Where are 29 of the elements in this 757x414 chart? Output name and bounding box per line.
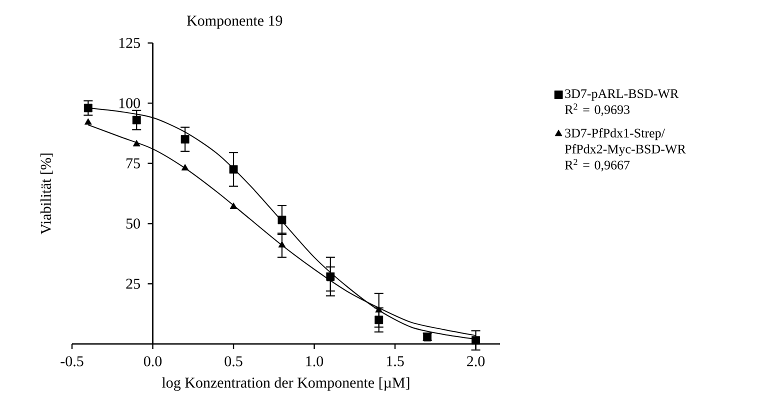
x-tick-label: 1.5 [386,356,404,366]
legend-label: 3D7-pARL-BSD-WR R$^{2}$ = 0,9693 [564,89,679,116]
point [229,165,238,174]
point [84,118,92,125]
x-tick-label: -0.5 [60,356,84,366]
point [181,164,189,170]
point [278,216,286,224]
y-tick-label: 75 [126,158,140,168]
x-tick-label: 2.0 [467,356,485,366]
y-axis-title: Viabilität [%] [40,154,53,234]
x-tick-label: 0.5 [224,356,242,366]
y-tick-label: 50 [126,218,140,229]
x-tick-label: 0.0 [144,356,162,366]
x-axis-title: log Konzentration der Komponente [µM] [162,377,410,391]
y-tick-label: 25 [126,278,140,289]
point [278,241,286,248]
point [374,316,384,324]
point [230,202,238,209]
point [375,306,383,312]
y-tick-label: 100 [119,98,140,108]
point [84,104,92,112]
point [472,336,480,345]
y-tick-label: 125 [119,38,140,48]
legend-label: 3D7-PfPdx1-Strep/ PfPdx2-Myc-BSD-WR R$^{2}$ = 0,9667 [564,128,686,172]
x-tick-label: 1.0 [306,356,324,366]
point [180,135,190,144]
point [132,116,141,124]
chart-title: Komponente 19 [186,16,282,29]
point [132,140,140,146]
